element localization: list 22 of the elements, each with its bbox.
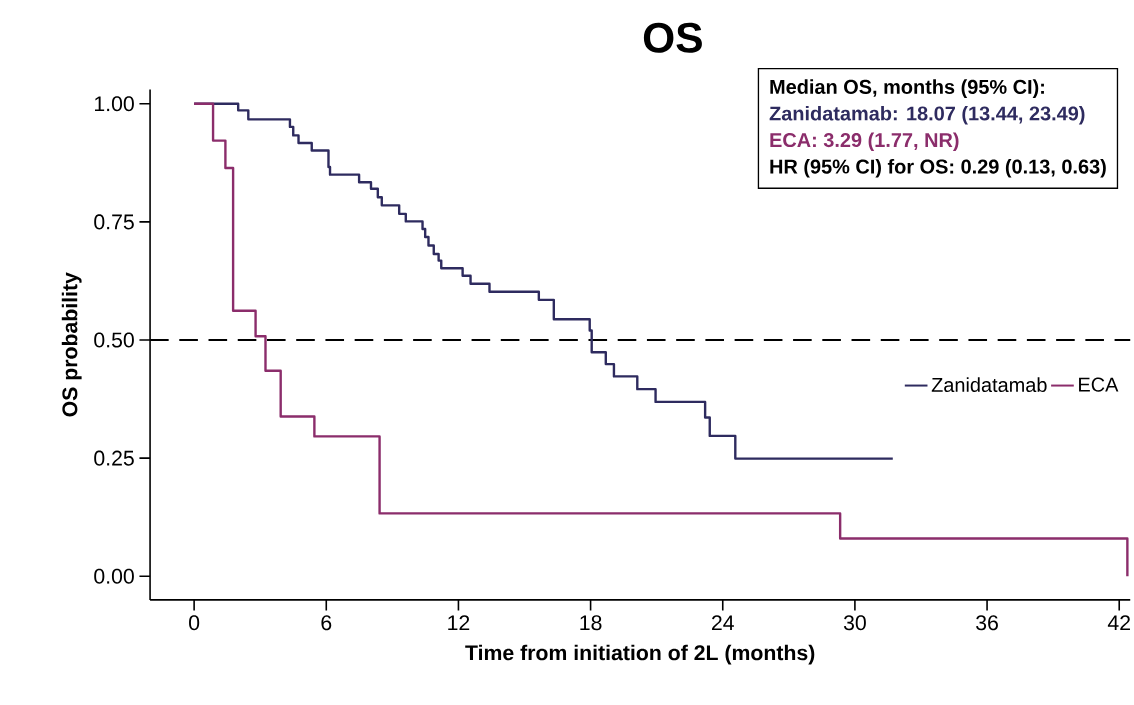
annotation: Median OS, months (95% CI): — [770, 79, 1044, 98]
x-tick-label: 18 — [580, 615, 602, 631]
x-axis-title: Time from initiation of 2L (months) — [465, 644, 815, 665]
y-tick-label: 0.00 — [94, 568, 134, 584]
legend-label: Zanidatamab — [931, 377, 1047, 392]
legend-label: ECA — [1079, 377, 1119, 392]
chart-title: OS — [643, 22, 702, 53]
annotation: HR (95% CI) for OS: 0.29 (0.13, 0.63) — [770, 159, 1106, 178]
y-axis-title: OS probability — [61, 272, 82, 417]
x-tick-label: 42 — [1107, 615, 1130, 631]
y-tick-label: 0.50 — [94, 332, 134, 348]
annotation: ECA: 3.29 (1.77, NR) — [770, 132, 959, 152]
y-tick-label: 0.25 — [94, 450, 134, 466]
x-tick-label: 6 — [321, 615, 332, 631]
x-tick-label: 0 — [189, 615, 200, 631]
annotation: Zanidatamab: 18.07 (13.44, 23.49) — [769, 105, 1085, 125]
x-tick-label: 36 — [976, 615, 998, 631]
y-tick-label: 1.00 — [95, 96, 134, 112]
x-tick-label: 30 — [843, 615, 866, 631]
x-tick-label: 24 — [711, 615, 734, 631]
x-tick-label: 12 — [448, 615, 470, 631]
y-tick-label: 0.75 — [94, 214, 134, 230]
